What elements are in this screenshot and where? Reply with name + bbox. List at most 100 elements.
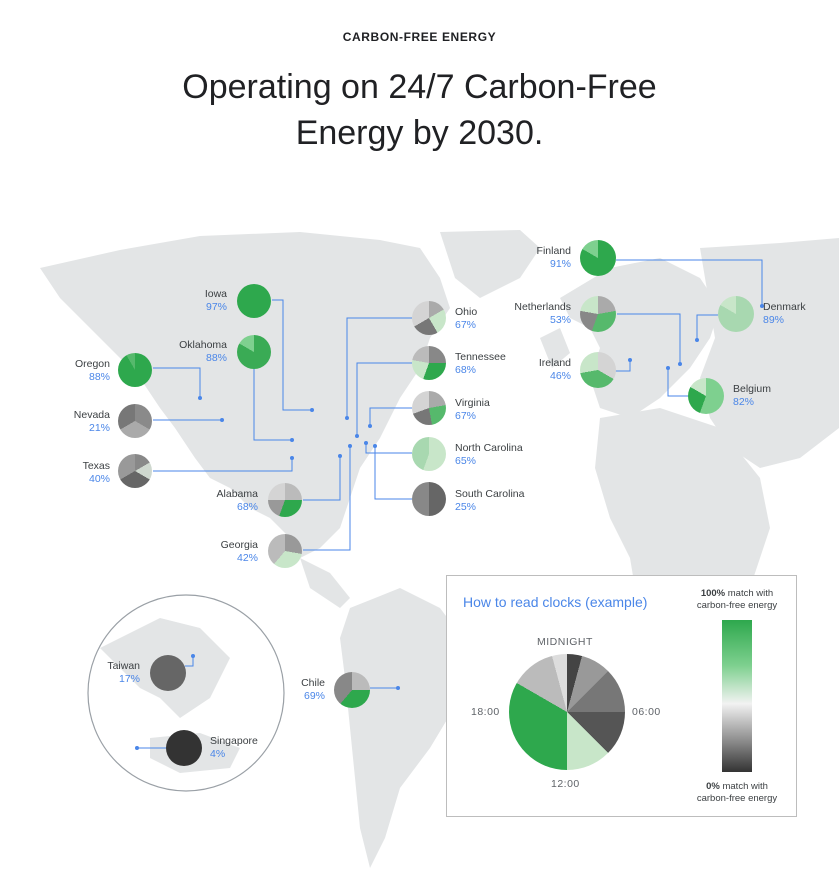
page-title: Operating on 24/7 Carbon-Free Energy by …: [0, 64, 839, 156]
site-label-ohio: Ohio 67%: [455, 306, 477, 332]
site-name: Georgia: [220, 539, 258, 551]
site-label-taiwan: Taiwan 17%: [90, 660, 140, 686]
clock-oklahoma: [237, 335, 271, 369]
site-pct: 89%: [763, 314, 785, 326]
clock-nevada: [118, 404, 152, 438]
clock-finland: [580, 240, 616, 276]
site-pct: 40%: [88, 473, 110, 485]
legend-example-clock: [509, 654, 625, 770]
legend-top-line2: carbon-free energy: [696, 600, 778, 611]
site-label-chile: Chile 69%: [270, 677, 325, 703]
site-label-oklahoma: Oklahoma 88%: [160, 339, 227, 365]
site-name: Tennessee: [455, 351, 506, 363]
site-name: Alabama: [216, 488, 258, 500]
site-label-north-carolina: North Carolina 65%: [455, 442, 523, 468]
clock-legend: How to read clocks (example) MIDNIGHT 06…: [446, 575, 797, 817]
site-pct: 68%: [236, 501, 258, 513]
site-pct: 88%: [88, 371, 110, 383]
site-pct: 42%: [236, 552, 258, 564]
clock-taiwan: [150, 655, 186, 691]
site-pct: 67%: [455, 319, 477, 331]
site-label-iowa: Iowa 97%: [180, 288, 227, 314]
clock-virginia: [412, 391, 446, 425]
legend-bottom-rest: match with: [719, 781, 768, 792]
legend-top-note: 100% match with carbon-free energy: [682, 588, 792, 612]
site-pct: 69%: [303, 690, 325, 702]
clock-georgia: [268, 534, 302, 568]
legend-top-rest: match with: [725, 588, 774, 599]
title-line-1: Operating on 24/7 Carbon-Free: [182, 68, 657, 106]
legend-six-am: 06:00: [632, 706, 661, 718]
site-name: Ireland: [538, 357, 571, 369]
site-label-texas: Texas 40%: [50, 460, 110, 486]
site-name: Texas: [82, 460, 110, 472]
site-name: Denmark: [763, 301, 806, 313]
site-name: Finland: [536, 245, 571, 257]
site-label-ireland: Ireland 46%: [510, 357, 571, 383]
site-name: Ohio: [455, 306, 478, 318]
site-name: Taiwan: [107, 660, 140, 672]
site-name: Oklahoma: [179, 339, 227, 351]
site-pct: 91%: [549, 258, 571, 270]
clock-belgium: [688, 378, 724, 414]
clock-texas: [118, 454, 152, 488]
world-map: Iowa 97% Oklahoma 88% Oregon 88% Nevada …: [0, 228, 839, 877]
site-pct: 88%: [205, 352, 227, 364]
legend-top-bold: 100%: [700, 588, 726, 599]
site-pct: 53%: [549, 314, 571, 326]
clock-ireland: [580, 352, 616, 388]
site-label-belgium: Belgium 82%: [733, 383, 771, 409]
site-pct: 82%: [733, 396, 755, 408]
site-pct: 65%: [455, 455, 477, 467]
site-pct: 25%: [455, 501, 477, 513]
site-pct: 68%: [455, 364, 477, 376]
site-name: South Carolina: [455, 488, 525, 500]
legend-title: How to read clocks (example): [463, 594, 648, 610]
legend-bottom-line2: carbon-free energy: [696, 793, 778, 804]
site-name: Belgium: [733, 383, 771, 395]
clock-tennessee: [412, 346, 446, 380]
clock-alabama: [268, 483, 302, 517]
site-label-nevada: Nevada 21%: [50, 409, 110, 435]
clock-iowa: [237, 284, 271, 318]
clock-netherlands: [580, 296, 616, 332]
site-name: Virginia: [455, 397, 490, 409]
site-pct: 21%: [88, 422, 110, 434]
site-pct: 67%: [455, 410, 477, 422]
clock-singapore: [166, 730, 202, 766]
clock-north-carolina: [412, 437, 446, 471]
site-label-tennessee: Tennessee 68%: [455, 351, 506, 377]
site-name: Iowa: [204, 288, 227, 300]
site-label-virginia: Virginia 67%: [455, 397, 490, 423]
clock-denmark: [718, 296, 754, 332]
legend-bottom-note: 0% match with carbon-free energy: [682, 781, 792, 805]
clock-ohio: [412, 301, 446, 335]
legend-noon: 12:00: [551, 778, 580, 790]
site-pct: 46%: [549, 370, 571, 382]
clock-oregon: [118, 353, 152, 387]
site-name: North Carolina: [455, 442, 523, 454]
site-name: Netherlands: [514, 301, 571, 313]
site-pct: 17%: [118, 673, 140, 685]
section-eyebrow: CARBON-FREE ENERGY: [342, 30, 497, 44]
legend-six-pm: 18:00: [471, 706, 500, 718]
site-pct: 97%: [205, 301, 227, 313]
site-label-south-carolina: South Carolina 25%: [455, 488, 524, 514]
site-label-finland: Finland 91%: [510, 245, 571, 271]
site-label-oregon: Oregon 88%: [50, 358, 110, 384]
legend-bottom-bold: 0%: [706, 781, 720, 792]
site-pct: 4%: [210, 748, 226, 760]
clock-south-carolina: [412, 482, 446, 516]
site-name: Chile: [301, 677, 325, 689]
site-label-denmark: Denmark 89%: [763, 301, 806, 327]
legend-gradient-bar: [722, 620, 752, 772]
clock-chile: [334, 672, 370, 708]
site-label-singapore: Singapore 4%: [210, 735, 258, 761]
site-label-netherlands: Netherlands 53%: [500, 301, 571, 327]
site-name: Oregon: [74, 358, 110, 370]
site-name: Nevada: [73, 409, 110, 421]
site-name: Singapore: [210, 735, 258, 747]
site-label-georgia: Georgia 42%: [196, 539, 258, 565]
title-line-2: Energy by 2030.: [295, 114, 544, 152]
legend-midnight: MIDNIGHT: [537, 636, 593, 648]
